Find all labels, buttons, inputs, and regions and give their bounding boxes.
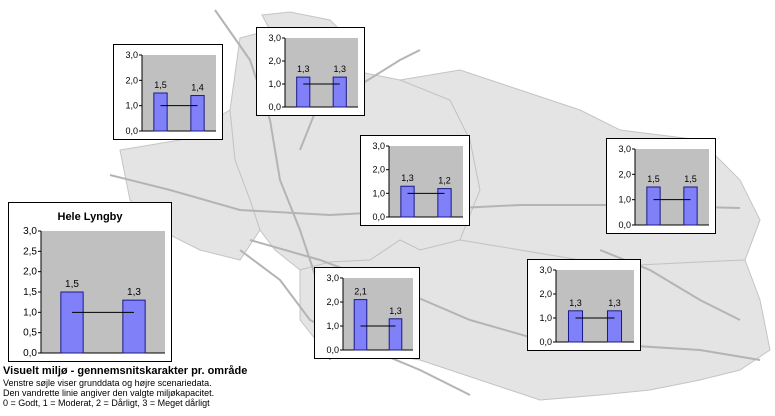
chart-plot: 0,0 1,0 2,0 3,0 1,5 1,4 bbox=[125, 50, 216, 136]
y-tick-label: 0,0 bbox=[125, 126, 138, 136]
legend-caption: Visuelt miljø - gennemsnitskarakter pr. … bbox=[3, 365, 247, 408]
chart-area-northwest: 0,0 1,0 2,0 3,0 1,5 1,4 bbox=[113, 44, 223, 140]
chart-area-central: 0,0 1,0 2,0 3,0 1,3 1,2 bbox=[360, 135, 470, 226]
y-tick-label: 2,0 bbox=[372, 165, 385, 175]
chart-area-east: 0,0 1,0 2,0 3,0 1,5 1,5 bbox=[606, 138, 716, 234]
chart-hele-lyngby: Hele Lyngby 0,0 0,5 1,0 1,5 2,0 2,5 3,0 1,5 1,3 bbox=[8, 202, 172, 362]
bar-value-label: 1,5 bbox=[154, 80, 167, 90]
bar bbox=[606, 310, 623, 343]
bar-value-label: 1,4 bbox=[191, 83, 204, 93]
y-tick-label: 0,0 bbox=[372, 212, 385, 222]
bar-value-label: 1,3 bbox=[401, 173, 414, 183]
chart-plot: 0,0 1,0 2,0 3,0 2,1 1,3 bbox=[326, 273, 413, 355]
plot-area bbox=[142, 55, 216, 131]
chart-plot: 0,0 0,5 1,0 1,5 2,0 2,5 3,0 1,5 1,3 bbox=[23, 226, 165, 359]
y-tick-label: 3,0 bbox=[326, 273, 339, 283]
bar-value-label: 1,3 bbox=[333, 64, 346, 74]
y-tick-label: 1,0 bbox=[539, 313, 552, 323]
plot-area bbox=[635, 149, 709, 225]
chart-area-north: 0,0 1,0 2,0 3,0 1,3 1,3 bbox=[256, 27, 365, 116]
bar bbox=[437, 188, 452, 218]
bar-value-label: 1,5 bbox=[684, 174, 697, 184]
y-tick-label: 3,0 bbox=[618, 144, 631, 154]
bar bbox=[683, 186, 698, 226]
caption-line: Den vandrette linie angiver den valgte m… bbox=[3, 388, 215, 398]
y-tick-label: 2,0 bbox=[326, 297, 339, 307]
bar bbox=[388, 318, 403, 351]
plot-area bbox=[389, 146, 463, 217]
y-tick-label: 3,0 bbox=[539, 265, 552, 275]
chart-area-southwest: 0,0 1,0 2,0 3,0 2,1 1,3 bbox=[314, 267, 420, 359]
bar-value-label: 1,3 bbox=[608, 298, 621, 308]
y-tick-label: 3,0 bbox=[268, 33, 281, 43]
chart-area-southeast: 0,0 1,0 2,0 3,0 1,3 1,3 bbox=[527, 259, 641, 351]
y-tick-label: 3,0 bbox=[23, 226, 37, 237]
bar-value-label: 2,1 bbox=[354, 287, 367, 297]
y-tick-label: 0,0 bbox=[23, 348, 37, 359]
bar bbox=[400, 185, 415, 218]
y-tick-label: 3,0 bbox=[372, 141, 385, 151]
chart-plot: 0,0 1,0 2,0 3,0 1,3 1,3 bbox=[268, 33, 358, 112]
road-diagonal bbox=[249, 239, 761, 361]
chart-plot: 0,0 1,0 2,0 3,0 1,3 1,3 bbox=[539, 265, 634, 347]
y-tick-label: 0,0 bbox=[539, 337, 552, 347]
bar bbox=[60, 291, 84, 354]
y-tick-label: 1,5 bbox=[23, 287, 37, 298]
caption-line: 0 = Godt, 1 = Moderat, 2 = Dårligt, 3 = … bbox=[3, 398, 210, 408]
y-tick-label: 1,0 bbox=[618, 195, 631, 205]
bar-value-label: 1,3 bbox=[569, 298, 582, 308]
chart-plot: 0,0 1,0 2,0 3,0 1,5 1,5 bbox=[618, 144, 709, 230]
caption-title: Visuelt miljø - gennemsnitskarakter pr. … bbox=[3, 365, 248, 377]
bar-value-label: 1,3 bbox=[127, 287, 141, 298]
y-tick-label: 2,0 bbox=[268, 56, 281, 66]
caption-line: Venstre søjle viser grunddata og højre s… bbox=[3, 378, 212, 388]
bar bbox=[567, 310, 584, 343]
bar-value-label: 1,5 bbox=[65, 279, 79, 290]
y-tick-label: 1,0 bbox=[326, 321, 339, 331]
plot-area bbox=[41, 231, 165, 353]
bar-value-label: 1,2 bbox=[438, 176, 451, 186]
bar bbox=[122, 299, 146, 354]
chart-plot: 0,0 1,0 2,0 3,0 1,3 1,2 bbox=[372, 141, 463, 222]
y-tick-label: 0,0 bbox=[618, 220, 631, 230]
y-tick-label: 2,5 bbox=[23, 246, 37, 257]
bar bbox=[353, 299, 368, 351]
y-tick-label: 3,0 bbox=[125, 50, 138, 60]
y-tick-label: 2,0 bbox=[23, 267, 37, 278]
bar-value-label: 1,3 bbox=[297, 64, 310, 74]
bar bbox=[153, 92, 168, 132]
y-tick-label: 2,0 bbox=[125, 75, 138, 85]
y-tick-label: 0,0 bbox=[326, 345, 339, 355]
bar-value-label: 1,5 bbox=[647, 174, 660, 184]
y-tick-label: 0,5 bbox=[23, 328, 37, 339]
bar-value-label: 1,3 bbox=[389, 306, 402, 316]
bar bbox=[190, 95, 205, 132]
bar bbox=[332, 76, 347, 108]
y-tick-label: 0,0 bbox=[268, 102, 281, 112]
y-tick-label: 1,0 bbox=[372, 188, 385, 198]
plot-area bbox=[285, 38, 358, 107]
y-tick-label: 2,0 bbox=[618, 169, 631, 179]
y-tick-label: 1,0 bbox=[125, 101, 138, 111]
chart-title: Hele Lyngby bbox=[57, 211, 123, 223]
y-tick-label: 1,0 bbox=[23, 307, 37, 318]
bar bbox=[646, 186, 661, 226]
bar bbox=[296, 76, 311, 108]
y-tick-label: 1,0 bbox=[268, 79, 281, 89]
plot-area bbox=[556, 270, 634, 342]
y-tick-label: 2,0 bbox=[539, 289, 552, 299]
